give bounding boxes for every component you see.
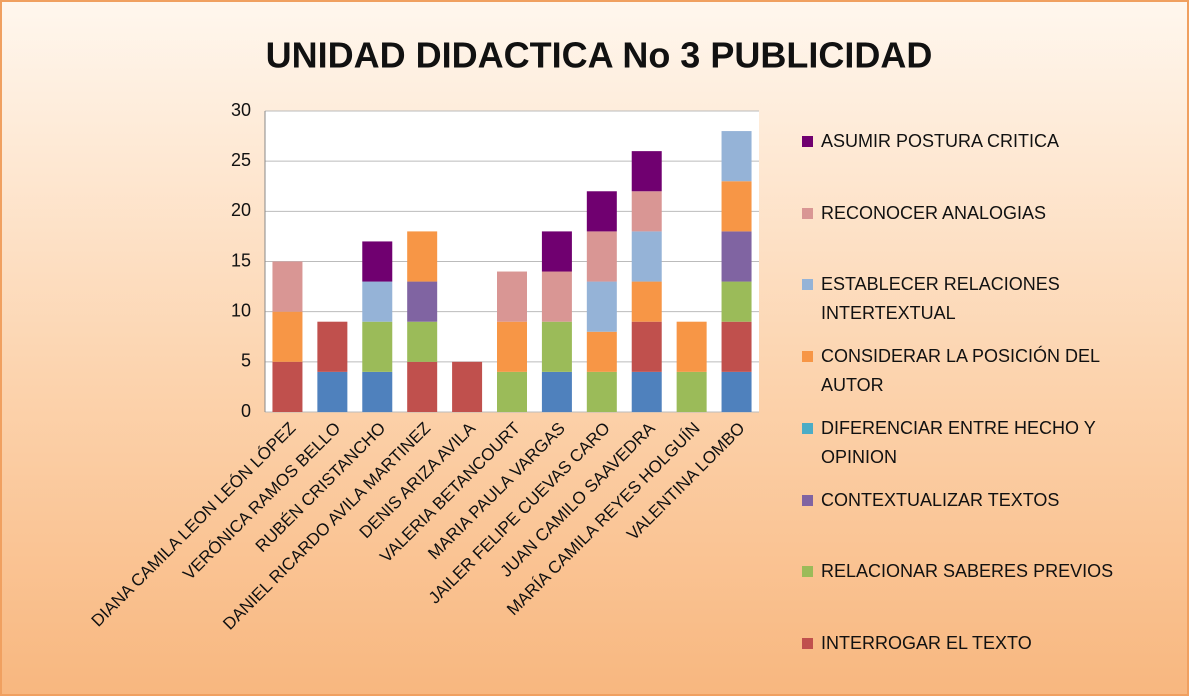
bar-segment	[362, 241, 393, 282]
bar-segment	[586, 281, 617, 332]
bar-segment	[721, 281, 752, 322]
bar-segment	[362, 321, 393, 372]
x-tick-label: DIANA CAMILA LEON LEÓN LÓPEZ	[88, 419, 300, 631]
legend-item: ESTABLECER RELACIONES INTERTEXTUAL	[802, 270, 1142, 328]
bar-segment	[631, 371, 662, 412]
y-tick-label: 25	[231, 150, 251, 170]
bar-segment	[541, 271, 572, 322]
legend-label: ASUMIR POSTURA CRITICA	[821, 131, 1060, 151]
bar-segment	[272, 361, 303, 412]
bar-segment	[407, 231, 438, 282]
legend-swatch	[802, 279, 813, 291]
legend-item: CONSIDERAR LA POSICIÓN DEL AUTOR	[802, 342, 1142, 400]
y-tick-label: 15	[231, 250, 251, 270]
bar-segment	[497, 371, 527, 412]
legend-label: ESTABLECER RELACIONES INTERTEXTUAL	[821, 274, 1060, 324]
bar-segment	[586, 191, 617, 232]
bar-segment	[721, 181, 752, 232]
bar-segment	[676, 321, 707, 372]
bar-segment	[721, 131, 752, 182]
bar-segment	[541, 371, 572, 412]
bar-segment	[631, 231, 662, 282]
bar-segment	[721, 371, 752, 412]
bar-segment	[676, 371, 707, 412]
legend-swatch	[802, 351, 813, 363]
bar-segment	[272, 261, 303, 312]
bar-segment	[362, 371, 393, 412]
bar-segment	[631, 191, 662, 232]
chart-title: UNIDAD DIDACTICA No 3 PUBLICIDAD	[266, 35, 933, 76]
bar-segment	[721, 321, 752, 372]
y-tick-label: 20	[231, 200, 251, 220]
legend-item: ASUMIR POSTURA CRITICA	[802, 127, 1142, 156]
bar-segment	[407, 361, 438, 412]
bar-segment	[452, 361, 483, 412]
legend-swatch	[802, 494, 813, 506]
bar-segment	[631, 151, 662, 192]
bar-segment	[497, 321, 527, 372]
legend-label: CONSIDERAR LA POSICIÓN DEL AUTOR	[821, 346, 1100, 396]
legend-item: RELACIONAR SABERES PREVIOS	[802, 557, 1142, 586]
legend-label: INTERROGAR EL TEXTO	[821, 633, 1032, 653]
bar-segment	[317, 321, 348, 372]
legend-swatch	[802, 566, 813, 578]
y-tick-label: 10	[231, 300, 251, 320]
y-tick-label: 30	[231, 100, 251, 120]
legend-item: CONTEXTUALIZAR TEXTOS	[802, 486, 1142, 515]
legend-swatch	[802, 136, 813, 147]
bar-segment	[407, 281, 438, 322]
legend-label: RECONOCER ANALOGIAS	[821, 202, 1047, 223]
bar-segment	[586, 371, 617, 412]
legend-label: CONTEXTUALIZAR TEXTOS	[821, 489, 1060, 510]
y-tick-label: 0	[241, 401, 251, 421]
legend-item: RECONOCER ANALOGIAS	[802, 199, 1142, 228]
bar-segment	[362, 281, 393, 322]
bar-segment	[631, 321, 662, 372]
bar-segment	[272, 311, 303, 362]
legend-label: RELACIONAR SABERES PREVIOS	[821, 561, 1114, 582]
y-tick-label: 5	[241, 351, 251, 371]
bar-segment	[407, 321, 438, 362]
bar-segment	[317, 371, 348, 412]
legend-swatch	[802, 638, 813, 649]
legend-item: DIFERENCIAR ENTRE HECHO Y OPINION	[802, 414, 1142, 472]
bar-segment	[586, 231, 617, 282]
bar-segment	[721, 231, 752, 282]
bar-segment	[541, 321, 572, 372]
bar-segment	[586, 331, 617, 372]
bar-segment	[541, 231, 572, 272]
bar-segment	[497, 271, 527, 322]
legend-item: INTERROGAR EL TEXTO	[802, 629, 1142, 658]
legend-label: DIFERENCIAR ENTRE HECHO Y OPINION	[821, 417, 1096, 467]
legend-swatch	[802, 207, 813, 219]
bar-segment	[631, 281, 662, 322]
legend-swatch	[802, 422, 813, 434]
